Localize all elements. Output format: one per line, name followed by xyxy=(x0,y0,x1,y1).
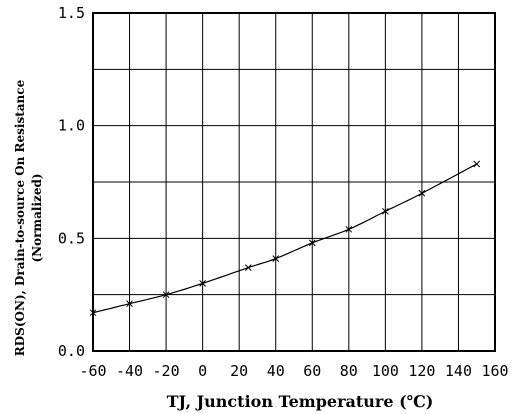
x-tick-label: 120 xyxy=(408,362,435,380)
data-point-marker xyxy=(272,255,280,262)
y-axis-label-normalized: (Normalized) xyxy=(30,173,44,262)
data-point-marker xyxy=(199,280,206,287)
x-tick-label: 20 xyxy=(230,362,248,380)
data-point-marker xyxy=(162,291,170,299)
x-tick-label: 0 xyxy=(198,362,207,380)
x-axis-label: TJ, Junction Temperature (℃) xyxy=(167,392,434,411)
x-tick-label: -20 xyxy=(153,362,180,380)
y-tick-label: 1.0 xyxy=(58,117,85,135)
y-axis-ticks: 0.0 0.5 1.0 1.5 xyxy=(58,4,85,360)
x-tick-label: 60 xyxy=(303,362,321,380)
data-point-marker xyxy=(418,189,426,197)
data-point-marker xyxy=(308,239,316,247)
x-tick-label: 160 xyxy=(481,362,508,380)
data-point-marker xyxy=(345,225,353,233)
x-tick-label: 140 xyxy=(445,362,472,380)
x-tick-label: 40 xyxy=(267,362,285,380)
x-axis-ticks: -60 -40 -20 0 20 40 60 80 100 120 140 160 xyxy=(79,362,508,380)
data-point-marker xyxy=(473,160,481,168)
y-tick-label: 0.5 xyxy=(58,229,85,247)
x-tick-label: 100 xyxy=(372,362,399,380)
y-tick-label: 1.5 xyxy=(58,4,85,22)
y-tick-label: 0.0 xyxy=(58,342,85,360)
data-point-marker xyxy=(382,207,389,215)
grid xyxy=(92,12,496,352)
x-tick-label: 80 xyxy=(340,362,358,380)
data-point-marker xyxy=(244,264,252,271)
data-markers xyxy=(89,160,481,317)
data-point-marker xyxy=(126,300,133,308)
plot-area-frame xyxy=(92,12,496,352)
x-tick-label: -40 xyxy=(116,362,143,380)
y-axis-label: RDS(ON), Drain-to-source On Resistance xyxy=(13,79,27,356)
x-tick-label: -60 xyxy=(79,362,106,380)
data-point-marker xyxy=(89,309,97,317)
